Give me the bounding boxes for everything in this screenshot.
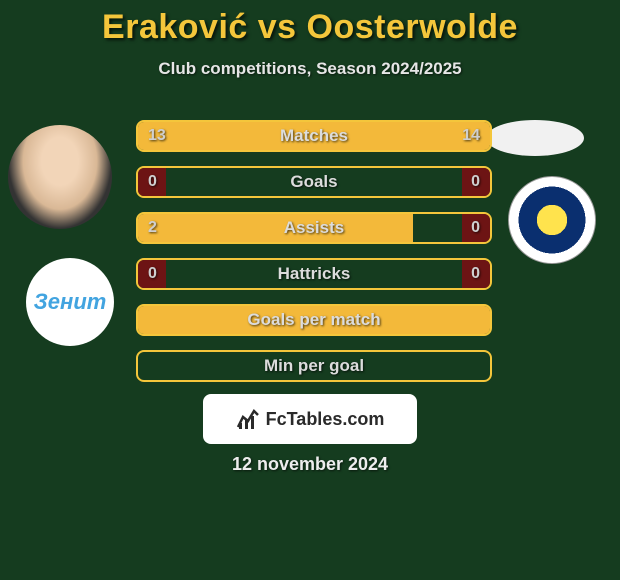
- stat-label: Goals per match: [138, 306, 490, 334]
- stat-row: 00Hattricks: [136, 258, 492, 290]
- avatar-face-icon: [8, 125, 112, 229]
- comparison-card: Eraković vs Oosterwolde Club competition…: [0, 0, 620, 580]
- stat-row: Min per goal: [136, 350, 492, 382]
- stat-row: Goals per match: [136, 304, 492, 336]
- date-label: 12 november 2024: [0, 454, 620, 475]
- stat-label: Hattricks: [138, 260, 490, 288]
- comparison-subtitle: Club competitions, Season 2024/2025: [0, 59, 620, 79]
- stat-label: Goals: [138, 168, 490, 196]
- club-badge-left: Зенит: [26, 258, 114, 346]
- branding-text: FcTables.com: [266, 409, 385, 430]
- club-badge-right: [508, 176, 596, 264]
- chart-icon: [236, 407, 260, 431]
- stat-label: Assists: [138, 214, 490, 242]
- branding-badge: FcTables.com: [203, 394, 417, 444]
- stats-panel: 1314Matches 00Goals 20Assists 00Hattricks Go…: [136, 120, 492, 396]
- stat-label: Min per goal: [138, 352, 490, 380]
- player-right-avatar: [486, 120, 584, 156]
- comparison-title: Eraković vs Oosterwolde: [0, 8, 620, 47]
- stat-label: Matches: [138, 122, 490, 150]
- stat-row: 00Goals: [136, 166, 492, 198]
- player-left-avatar: [8, 125, 112, 229]
- stat-row: 20Assists: [136, 212, 492, 244]
- club-badge-left-text: Зенит: [34, 289, 107, 315]
- stat-row: 1314Matches: [136, 120, 492, 152]
